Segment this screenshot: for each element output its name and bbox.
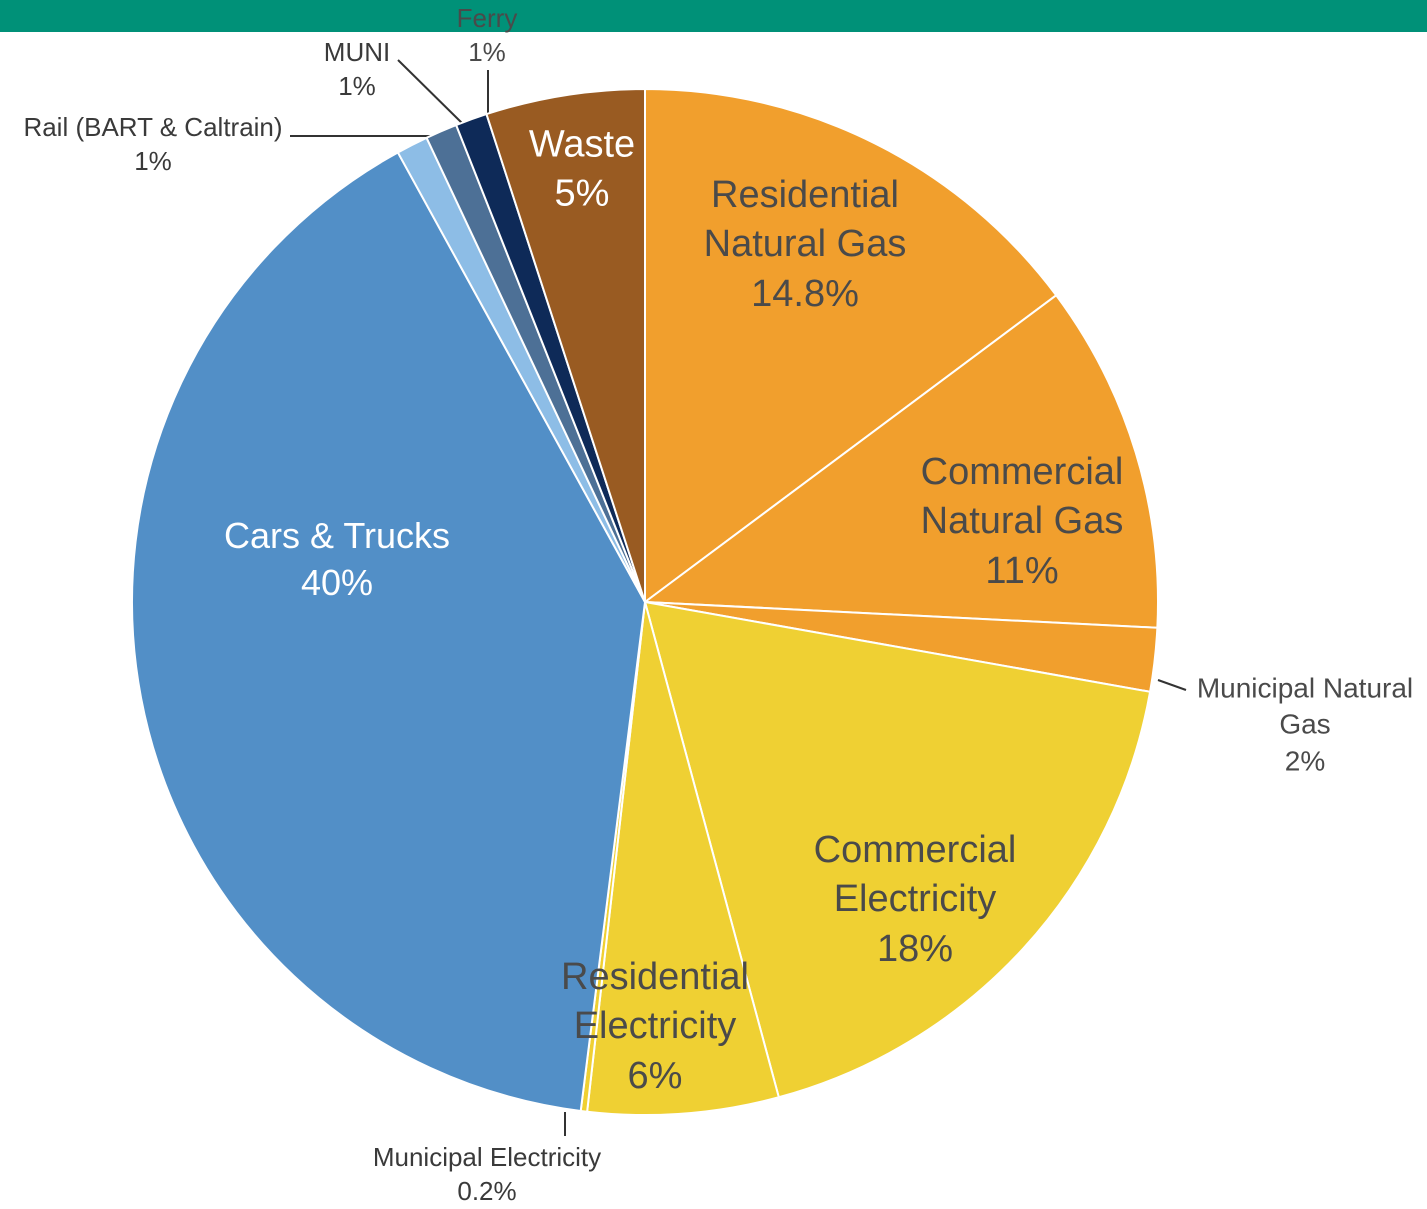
category-label: Commercial Electricity: [813, 828, 1017, 921]
category-label: Residential Natural Gas: [703, 173, 907, 266]
value-label: 5%: [554, 173, 610, 215]
slice-label: Ferry 1%: [427, 2, 547, 70]
value-label: 1%: [134, 146, 172, 176]
slice-label: Residential Natural Gas 14.8%: [645, 171, 965, 319]
pie-slice: [643, 600, 1152, 1099]
value-label: 14.8%: [751, 272, 859, 315]
category-label: Commercial Natural Gas: [920, 450, 1124, 543]
category-label: Ferry: [456, 3, 518, 34]
value-label: 11%: [985, 549, 1059, 592]
pie-slice: [131, 151, 647, 1113]
value-label: 1%: [468, 37, 506, 67]
category-label: Rail (BART & Caltrain): [23, 112, 283, 143]
value-label: 2%: [1284, 745, 1326, 777]
pie-slice: [485, 87, 646, 603]
category-label: Municipal Electricity: [372, 1142, 602, 1173]
value-label: 1%: [338, 71, 376, 101]
category-label: Residential Electricity: [561, 955, 749, 1048]
pie-slice: [585, 601, 781, 1116]
slice-label: MUNI 1%: [297, 36, 417, 104]
leader-line: [1157, 679, 1187, 691]
value-label: 40%: [300, 562, 374, 603]
header-band: [0, 0, 1427, 32]
slice-label: Rail (BART & Caltrain) 1%: [0, 111, 313, 179]
slice-label: Commercial Electricity 18%: [765, 826, 1065, 974]
leader-line: [397, 59, 466, 127]
value-label: 0.2%: [457, 1176, 517, 1206]
pie-slice: [642, 293, 1159, 629]
category-label: Municipal Natural Gas: [1196, 672, 1414, 740]
category-label: Cars & Trucks: [223, 515, 451, 557]
value-label: 18%: [876, 927, 954, 970]
slice-label: Cars & Trucks 40%: [177, 513, 497, 607]
pie-slice: [644, 87, 1058, 604]
category-label: MUNI: [323, 37, 391, 68]
slice-label: Commercial Natural Gas 11%: [872, 448, 1172, 596]
value-label: 6%: [627, 1054, 683, 1097]
slice-label: Waste 5%: [512, 121, 652, 220]
slice-label: Municipal Electricity 0.2%: [327, 1141, 647, 1209]
slice-label: Residential Electricity 6%: [535, 953, 775, 1101]
category-label: Waste: [528, 123, 636, 166]
slice-label: Municipal Natural Gas 2%: [1185, 670, 1425, 779]
